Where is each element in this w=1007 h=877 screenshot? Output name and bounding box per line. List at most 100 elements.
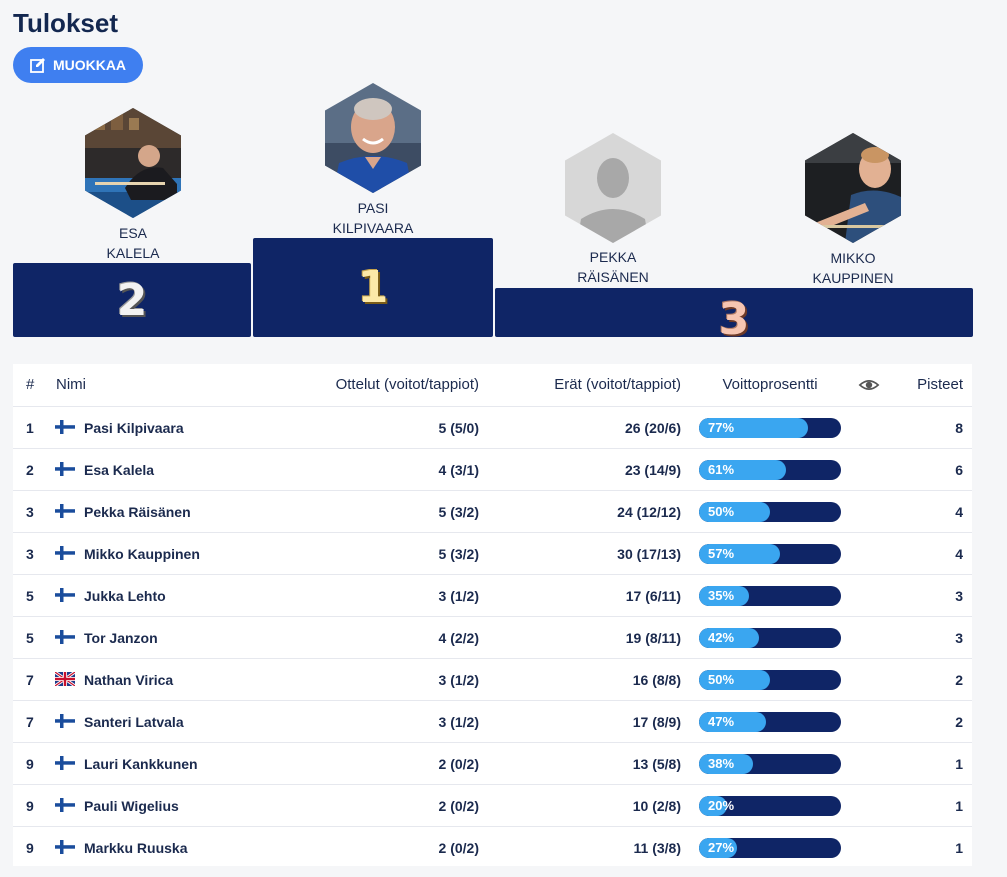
table-row[interactable]: 7 Santeri Latvala 3 (1/2) 17 (8/9) 47% 2 xyxy=(13,700,972,742)
avatar-first[interactable] xyxy=(325,83,421,193)
eye-icon[interactable] xyxy=(857,364,881,406)
row-games: 5 (3/2) xyxy=(438,504,479,520)
table-row[interactable]: 3 Pekka Räisänen 5 (3/2) 24 (12/12) 50% 4 xyxy=(13,490,972,532)
row-games: 2 (0/2) xyxy=(438,798,479,814)
row-win-pct: 20% xyxy=(699,785,841,827)
row-points: 8 xyxy=(955,420,963,436)
row-rank: 9 xyxy=(26,798,34,814)
row-frames: 26 (20/6) xyxy=(624,420,681,436)
header-rank[interactable]: # xyxy=(26,376,35,393)
win-pct-bar: 57% xyxy=(699,544,841,564)
row-points: 2 xyxy=(955,714,963,730)
header-frames[interactable]: Erät (voitot/tappiot) xyxy=(554,376,681,393)
podium-block-first: 1 xyxy=(253,238,493,337)
header-games[interactable]: Ottelut (voitot/tappiot) xyxy=(335,376,479,393)
row-player-name[interactable]: Mikko Kauppinen xyxy=(84,546,200,562)
table-row[interactable]: 7 Nathan Virica 3 (1/2) 16 (8/8) 50% 2 xyxy=(13,658,972,700)
default-avatar-icon xyxy=(565,133,661,243)
win-pct-bar-fill xyxy=(699,586,749,606)
header-points[interactable]: Pisteet xyxy=(917,376,963,393)
win-pct-label: 57% xyxy=(708,546,735,561)
row-frames: 17 (6/11) xyxy=(625,588,681,604)
row-frames: 30 (17/13) xyxy=(617,546,681,562)
page-title: Tulokset xyxy=(13,8,118,38)
finland-flag-icon xyxy=(55,756,75,770)
row-frames: 23 (14/9) xyxy=(624,462,681,478)
row-rank: 7 xyxy=(26,714,34,730)
row-rank: 2 xyxy=(26,462,34,478)
row-win-pct: 57% xyxy=(699,533,841,575)
row-rank: 5 xyxy=(26,588,34,604)
row-rank: 9 xyxy=(26,756,34,772)
finland-flag-icon xyxy=(55,714,75,728)
table-row[interactable]: 1 Pasi Kilpivaara 5 (5/0) 26 (20/6) 77% 8 xyxy=(13,406,972,448)
row-rank: 5 xyxy=(26,630,34,646)
row-rank: 1 xyxy=(26,420,34,436)
podium-name-second: ESA KALELA xyxy=(106,225,160,261)
row-games: 2 (0/2) xyxy=(438,756,479,772)
table-row[interactable]: 9 Markku Ruuska 2 (0/2) 11 (3/8) 27% 1 xyxy=(13,826,972,868)
edit-button-label: MUOKKAA xyxy=(52,57,127,73)
finland-flag-icon xyxy=(55,798,75,812)
avatar-third-a[interactable] xyxy=(565,133,661,243)
header-win-pct[interactable]: Voittoprosentti xyxy=(722,376,818,393)
win-pct-label: 27% xyxy=(708,840,735,855)
table-row[interactable]: 2 Esa Kalela 4 (3/1) 23 (14/9) 61% 6 xyxy=(13,448,972,490)
table-row[interactable]: 5 Jukka Lehto 3 (1/2) 17 (6/11) 35% 3 xyxy=(13,574,972,616)
row-player-name[interactable]: Pekka Räisänen xyxy=(84,504,191,520)
row-points: 6 xyxy=(955,462,963,478)
row-player-name[interactable]: Nathan Virica xyxy=(84,672,174,688)
win-pct-label: 50% xyxy=(708,504,735,519)
podium-place-second: 2 xyxy=(116,274,148,326)
row-frames: 19 (8/11) xyxy=(625,630,681,646)
row-games: 2 (0/2) xyxy=(438,840,479,856)
row-player-name[interactable]: Esa Kalela xyxy=(84,462,155,478)
row-player-name[interactable]: Pasi Kilpivaara xyxy=(84,420,184,436)
row-player-name[interactable]: Santeri Latvala xyxy=(84,714,184,730)
edit-button[interactable]: MUOKKAA xyxy=(13,47,143,83)
row-win-pct: 27% xyxy=(699,827,841,869)
table-row[interactable]: 9 Lauri Kankkunen 2 (0/2) 13 (5/8) 38% 1 xyxy=(13,742,972,784)
win-pct-bar-fill xyxy=(699,712,766,732)
finland-flag-icon xyxy=(55,504,75,518)
row-win-pct: 38% xyxy=(699,743,841,785)
row-player-name[interactable]: Tor Janzon xyxy=(84,630,158,646)
avatar-third-b[interactable] xyxy=(805,133,901,243)
podium-block-third: 3 xyxy=(495,288,973,345)
row-win-pct: 61% xyxy=(699,449,841,491)
win-pct-bar: 42% xyxy=(699,628,841,648)
avatar-second[interactable] xyxy=(85,108,181,218)
row-player-name[interactable]: Jukka Lehto xyxy=(84,588,166,604)
row-player-name[interactable]: Markku Ruuska xyxy=(84,840,188,856)
row-points: 1 xyxy=(955,756,963,772)
table-row[interactable]: 3 Mikko Kauppinen 5 (3/2) 30 (17/13) 57% 4 xyxy=(13,532,972,574)
table-row[interactable]: 5 Tor Janzon 4 (2/2) 19 (8/11) 42% 3 xyxy=(13,616,972,658)
win-pct-bar: 20% xyxy=(699,796,841,816)
win-pct-bar: 77% xyxy=(699,418,841,438)
win-pct-bar-fill xyxy=(699,544,780,564)
row-points: 4 xyxy=(955,504,963,520)
row-player-name[interactable]: Pauli Wigelius xyxy=(84,798,179,814)
row-frames: 17 (8/9) xyxy=(632,714,681,730)
row-points: 3 xyxy=(955,588,963,604)
win-pct-bar: 61% xyxy=(699,460,841,480)
win-pct-bar-fill xyxy=(699,502,770,522)
table-row[interactable]: 9 Pauli Wigelius 2 (0/2) 10 (2/8) 20% 1 xyxy=(13,784,972,826)
win-pct-bar-fill xyxy=(699,838,738,858)
row-player-name[interactable]: Lauri Kankkunen xyxy=(84,756,198,772)
row-points: 1 xyxy=(955,798,963,814)
finland-flag-icon xyxy=(55,546,75,560)
podium-place-first: 1 xyxy=(357,262,389,313)
row-rank: 9 xyxy=(26,840,34,856)
podium-name-third-b: MIKKO KAUPPINEN xyxy=(812,250,894,286)
row-rank: 7 xyxy=(26,672,34,688)
podium-place-third: 3 xyxy=(718,294,750,345)
podium-block-second: 2 xyxy=(13,263,251,337)
win-pct-bar: 47% xyxy=(699,712,841,732)
header-name[interactable]: Nimi xyxy=(56,376,86,393)
win-pct-bar: 27% xyxy=(699,838,841,858)
finland-flag-icon xyxy=(55,462,75,476)
win-pct-label: 38% xyxy=(708,756,735,771)
finland-flag-icon xyxy=(55,840,75,854)
row-points: 4 xyxy=(955,546,963,562)
